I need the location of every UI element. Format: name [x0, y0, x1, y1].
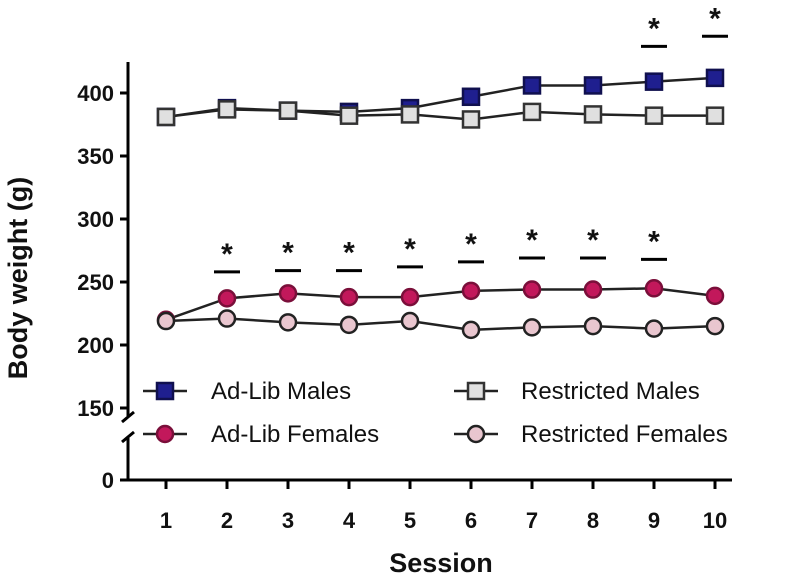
x-tick-label: 8 — [587, 508, 599, 533]
data-point — [156, 311, 176, 331]
data-point — [522, 318, 542, 337]
significance-marker: * — [709, 2, 721, 35]
y-tick-label: 300 — [77, 207, 114, 232]
data-point — [461, 320, 481, 340]
legend: Ad-Lib Males Restricted Males Ad-Lib Femal… — [143, 378, 728, 448]
legend-marker — [155, 424, 175, 444]
data-point — [644, 279, 664, 298]
data-point — [461, 87, 481, 107]
data-point — [339, 106, 359, 125]
significance-marker: * — [343, 237, 355, 270]
data-point — [156, 107, 176, 127]
y-axis-break-mark-lower — [121, 430, 135, 444]
data-point — [583, 280, 603, 299]
y-tick-label: 150 — [77, 396, 114, 421]
data-point — [583, 105, 603, 124]
x-tick-label: 4 — [343, 508, 356, 533]
data-point — [644, 106, 664, 125]
data-point — [522, 280, 542, 299]
y-tick-label: 350 — [77, 144, 114, 169]
series-line — [165, 76, 716, 119]
legend-label: Ad-Lib Males — [211, 378, 351, 405]
x-tick-label: 2 — [221, 508, 233, 533]
data-point — [400, 105, 420, 124]
data-point — [705, 68, 725, 88]
series-restricted-males — [156, 100, 725, 129]
data-point — [644, 319, 664, 338]
series-line — [165, 108, 715, 121]
significance-marker: * — [648, 12, 660, 45]
legend-label: Ad-Lib Females — [211, 421, 379, 448]
significance-marker: * — [648, 225, 660, 258]
legend-label: Restricted Males — [521, 378, 700, 405]
y-tick-label: 0 — [102, 468, 114, 493]
significance-marker: * — [587, 224, 599, 257]
x-tick-label: 1 — [160, 508, 172, 533]
y-tick-label: 250 — [77, 270, 114, 295]
data-point — [400, 287, 420, 307]
data-point — [400, 311, 420, 331]
data-point — [339, 315, 359, 335]
y-axis-break-mark-upper — [121, 410, 135, 424]
data-point — [583, 316, 603, 336]
legend-marker — [466, 381, 486, 401]
data-point — [217, 100, 237, 119]
x-tick-label: 6 — [465, 508, 477, 533]
significance-marker: * — [404, 233, 416, 266]
data-point — [217, 309, 237, 328]
series-line — [165, 317, 716, 332]
data-point — [461, 281, 481, 301]
data-point — [217, 289, 237, 308]
legend-item: Ad-Lib Males — [143, 378, 351, 405]
x-tick-label: 5 — [404, 508, 416, 533]
data-point — [522, 76, 542, 95]
legend-label: Restricted Females — [521, 421, 728, 448]
legend-marker — [155, 381, 175, 401]
significance-layer: * * * * * * * * * * — [214, 2, 728, 274]
x-tick-label: 7 — [526, 508, 538, 533]
x-tick-label: 10 — [703, 508, 727, 533]
x-tick-label: 3 — [282, 508, 294, 533]
legend-item: Ad-Lib Females — [143, 421, 379, 448]
y-axis-title: Body weight (g) — [3, 177, 33, 379]
data-point — [278, 101, 298, 120]
data-point — [278, 313, 298, 332]
x-tick-label: 9 — [648, 508, 660, 533]
axis-ticks: 0 150 200 250 300 350 400 1 2 3 4 5 6 7 8 9 10 — [77, 81, 727, 533]
significance-marker: * — [526, 224, 538, 257]
significance-marker: * — [221, 238, 233, 271]
x-axis-title: Session — [389, 548, 493, 578]
data-point — [339, 287, 359, 307]
legend-item: Restricted Males — [454, 378, 700, 405]
y-tick-label: 400 — [77, 81, 114, 106]
series-line — [165, 287, 716, 321]
y-tick-label: 200 — [77, 333, 114, 358]
legend-item: Restricted Females — [454, 421, 728, 448]
data-point — [644, 72, 664, 91]
significance-marker: * — [282, 237, 294, 270]
series-ad-lib-females — [156, 279, 725, 330]
data-point — [705, 316, 725, 336]
data-point — [522, 102, 542, 122]
axes — [121, 62, 732, 482]
series-restricted-females — [156, 309, 725, 340]
data-point — [583, 76, 603, 95]
data-point — [705, 286, 725, 306]
data-point — [461, 110, 481, 129]
data-point — [278, 284, 298, 303]
data-point — [705, 106, 725, 125]
significance-marker: * — [465, 228, 477, 261]
series-layer — [156, 68, 725, 340]
legend-marker — [466, 424, 486, 444]
